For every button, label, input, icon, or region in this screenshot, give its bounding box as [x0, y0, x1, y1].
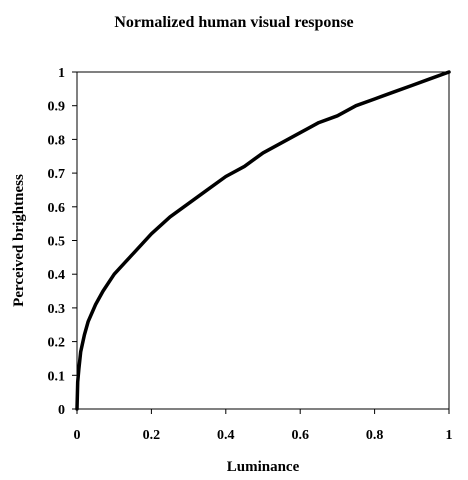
y-tick-label: 0.4 [48, 268, 66, 283]
series-line [75, 70, 451, 411]
y-axis-label: Perceived brightness [11, 174, 27, 307]
y-tick-label: 0.1 [48, 369, 66, 384]
y-tick-label: 0.5 [48, 235, 66, 250]
x-tick-label: 0.4 [217, 428, 235, 443]
x-tick-label: 1 [446, 428, 453, 443]
y-tick-label: 0.9 [48, 100, 66, 115]
y-tick-label: 0.2 [48, 336, 66, 351]
x-tick-label: 0 [74, 428, 81, 443]
x-tick-label: 0.2 [143, 428, 161, 443]
series-group [75, 70, 451, 411]
chart-title: Normalized human visual response [114, 14, 354, 31]
x-tick-label: 0.8 [366, 428, 384, 443]
y-tick-label: 1 [58, 66, 65, 81]
plot-frame [76, 71, 450, 410]
y-tick-label: 0.6 [48, 201, 66, 216]
y-tick-label: 0 [58, 403, 65, 418]
y-tick-label: 0.3 [48, 302, 66, 317]
x-tick-label: 0.6 [291, 428, 309, 443]
y-tick-label: 0.8 [48, 133, 66, 148]
x-axis-label: Luminance [227, 459, 300, 475]
y-tick-label: 0.7 [48, 167, 66, 182]
tick-labels: 0 0.2 0.4 0.6 0.8 1 0 0.1 0.2 0.3 0.4 0.5 0.6 0.7 0.8 0… [48, 66, 453, 443]
axes [72, 71, 450, 414]
